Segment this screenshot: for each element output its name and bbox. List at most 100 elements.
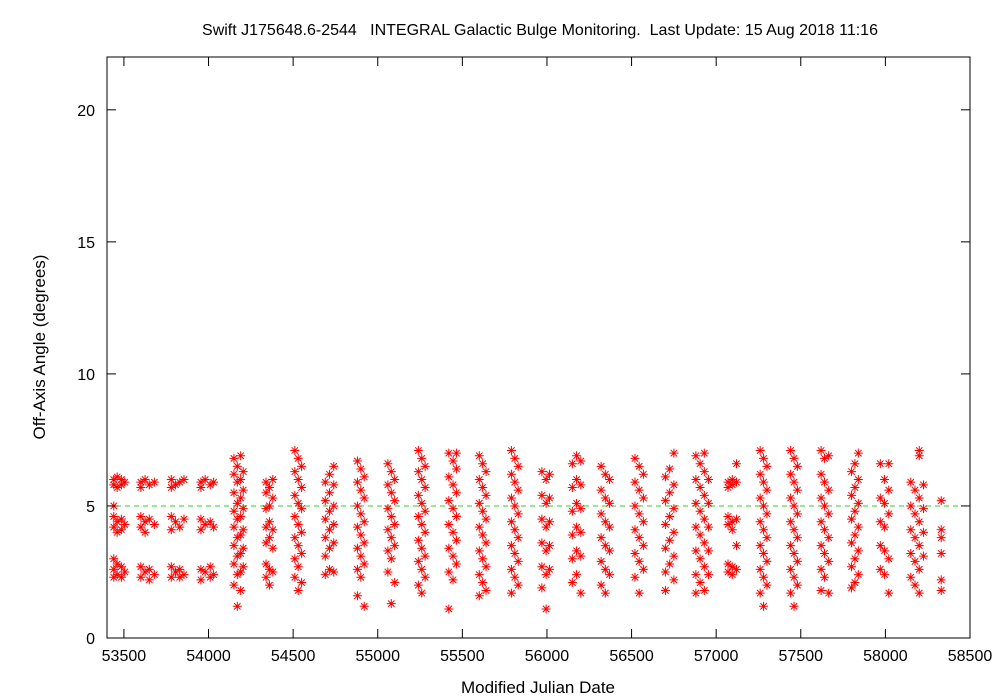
data-point bbox=[880, 546, 890, 556]
data-point bbox=[481, 490, 491, 500]
data-point bbox=[175, 572, 185, 582]
data-point bbox=[634, 461, 644, 471]
data-point bbox=[166, 475, 176, 485]
data-point bbox=[695, 554, 705, 564]
data-point bbox=[691, 451, 701, 461]
data-point bbox=[236, 512, 246, 522]
data-point bbox=[329, 461, 339, 471]
data-point bbox=[755, 517, 765, 527]
data-point bbox=[261, 559, 271, 569]
data-point bbox=[356, 509, 366, 519]
data-point bbox=[293, 541, 303, 551]
data-point bbox=[136, 512, 146, 522]
data-point bbox=[290, 467, 300, 477]
data-point bbox=[171, 567, 181, 577]
data-point bbox=[691, 546, 701, 556]
data-point bbox=[451, 535, 461, 545]
data-point bbox=[572, 451, 582, 461]
data-point bbox=[325, 506, 335, 516]
data-point bbox=[537, 562, 547, 572]
data-point bbox=[356, 572, 366, 582]
data-point bbox=[297, 578, 307, 588]
data-point bbox=[691, 498, 701, 508]
data-point bbox=[352, 477, 362, 487]
x-tick-label: 56500 bbox=[609, 648, 654, 665]
data-point bbox=[175, 477, 185, 487]
data-point bbox=[444, 472, 454, 482]
data-point bbox=[268, 525, 278, 535]
data-point bbox=[481, 562, 491, 572]
data-point bbox=[478, 459, 488, 469]
data-point bbox=[293, 519, 303, 529]
data-point bbox=[572, 570, 582, 580]
data-point bbox=[762, 580, 772, 590]
y-tick-label: 15 bbox=[77, 235, 95, 252]
data-point bbox=[229, 541, 239, 551]
data-point bbox=[352, 501, 362, 511]
data-point bbox=[290, 445, 300, 455]
data-point bbox=[789, 453, 799, 463]
data-point bbox=[513, 509, 523, 519]
data-point bbox=[759, 548, 769, 558]
data-point bbox=[819, 501, 829, 511]
data-point bbox=[359, 538, 369, 548]
data-point bbox=[691, 475, 701, 485]
data-point bbox=[297, 548, 307, 558]
data-point bbox=[816, 493, 826, 503]
data-point bbox=[238, 485, 248, 495]
data-point bbox=[390, 519, 400, 529]
data-point bbox=[297, 461, 307, 471]
data-point bbox=[850, 459, 860, 469]
data-point bbox=[417, 498, 427, 508]
data-point bbox=[918, 551, 928, 561]
data-point bbox=[478, 578, 488, 588]
data-point bbox=[293, 562, 303, 572]
data-point bbox=[731, 564, 741, 574]
data-point bbox=[816, 469, 826, 479]
data-point bbox=[109, 572, 119, 582]
data-point bbox=[762, 533, 772, 543]
data-point bbox=[910, 509, 920, 519]
data-point bbox=[936, 525, 946, 535]
data-point bbox=[910, 580, 920, 590]
data-point bbox=[417, 475, 427, 485]
data-point bbox=[109, 512, 119, 522]
data-point bbox=[704, 570, 714, 580]
data-point bbox=[136, 522, 146, 532]
data-point bbox=[789, 477, 799, 487]
data-point bbox=[420, 551, 430, 561]
data-point bbox=[731, 541, 741, 551]
data-point bbox=[567, 530, 577, 540]
data-point bbox=[179, 570, 189, 580]
data-point bbox=[541, 570, 551, 580]
data-point bbox=[660, 567, 670, 577]
data-point bbox=[109, 475, 119, 485]
data-point bbox=[175, 564, 185, 574]
data-point bbox=[474, 546, 484, 556]
data-point bbox=[699, 490, 709, 500]
data-point bbox=[544, 469, 554, 479]
data-point bbox=[755, 541, 765, 551]
data-point bbox=[786, 588, 796, 598]
data-point bbox=[759, 601, 769, 611]
data-point bbox=[665, 535, 675, 545]
data-point bbox=[112, 527, 122, 537]
data-point bbox=[205, 480, 215, 490]
data-point bbox=[572, 475, 582, 485]
data-point bbox=[665, 559, 675, 569]
data-point bbox=[320, 533, 330, 543]
data-point bbox=[171, 480, 181, 490]
data-point bbox=[660, 519, 670, 529]
data-point bbox=[824, 556, 834, 566]
data-point bbox=[537, 538, 547, 548]
data-point bbox=[209, 522, 219, 532]
data-point bbox=[665, 512, 675, 522]
data-point bbox=[634, 588, 644, 598]
data-point bbox=[660, 472, 670, 482]
data-point bbox=[293, 475, 303, 485]
data-point bbox=[541, 475, 551, 485]
data-point bbox=[474, 591, 484, 601]
data-point bbox=[704, 475, 714, 485]
data-point bbox=[329, 538, 339, 548]
data-point bbox=[596, 485, 606, 495]
